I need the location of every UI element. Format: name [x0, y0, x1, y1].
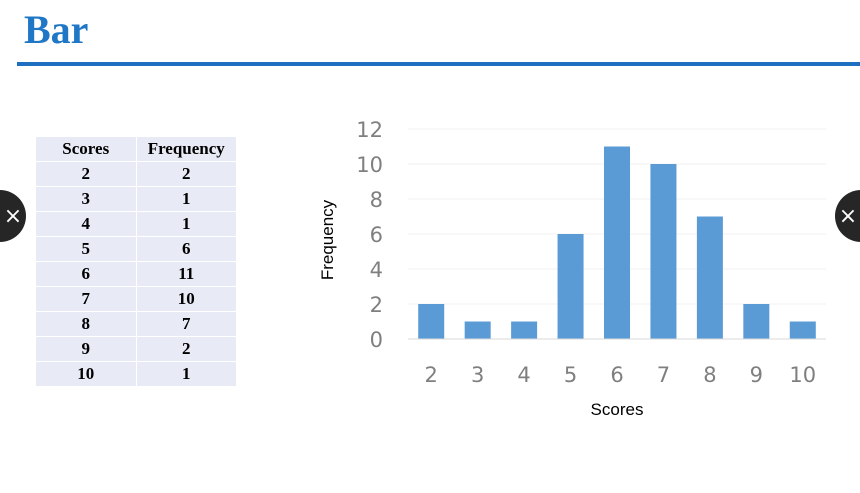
- y-tick-label: 4: [370, 258, 383, 282]
- score-cell: 4: [35, 211, 137, 237]
- bar: [650, 164, 677, 339]
- frequency-cell: 1: [135, 361, 237, 387]
- table-header-row: Scores Frequency: [35, 136, 237, 162]
- score-cell: 6: [35, 261, 137, 287]
- bar: [464, 321, 491, 339]
- x-tick-label: 10: [789, 363, 816, 387]
- score-cell: 3: [35, 186, 137, 212]
- bar: [789, 321, 816, 339]
- bar: [511, 321, 538, 339]
- frequency-cell: 6: [135, 236, 237, 262]
- bar: [418, 304, 445, 339]
- frequency-cell: 1: [135, 211, 237, 237]
- x-tick-label: 6: [610, 363, 623, 387]
- header-scores: Scores: [35, 136, 137, 162]
- x-tick-label: 8: [703, 363, 716, 387]
- score-cell: 10: [35, 361, 137, 387]
- frequency-cell: 1: [135, 186, 237, 212]
- x-tick-label: 2: [425, 363, 438, 387]
- frequency-cell: 11: [135, 261, 237, 287]
- y-tick-label: 8: [370, 188, 383, 212]
- score-cell: 9: [35, 336, 137, 362]
- frequency-table: Scores Frequency 2 2 3 1 4 1 5 6 6 11 7 10 8 7 9 2 10 1: [35, 136, 237, 387]
- header-frequency: Frequency: [135, 136, 237, 162]
- close-icon: ×: [3, 203, 23, 229]
- frequency-cell: 2: [135, 336, 237, 362]
- y-tick-label: 12: [356, 118, 383, 142]
- title-divider: [17, 62, 860, 66]
- bar: [603, 146, 631, 339]
- table-row: 6 11: [35, 261, 237, 287]
- x-tick-label: 9: [750, 363, 763, 387]
- frequency-cell: 2: [135, 161, 237, 187]
- x-axis-title: Scores: [591, 400, 644, 419]
- frequency-cell: 10: [135, 286, 237, 312]
- x-tick-label: 3: [471, 363, 484, 387]
- y-tick-label: 6: [370, 223, 383, 247]
- y-tick-label: 0: [370, 328, 383, 352]
- close-icon: ×: [838, 203, 858, 229]
- bar: [743, 304, 770, 339]
- y-axis-title: Frequency: [318, 199, 337, 280]
- y-tick-label: 2: [370, 293, 383, 317]
- score-cell: 2: [35, 161, 137, 187]
- slide-title: Bar: [24, 7, 89, 52]
- x-tick-label: 7: [657, 363, 670, 387]
- x-tick-label: 5: [564, 363, 577, 387]
- x-tick-label: 4: [517, 363, 530, 387]
- table-row: 10 1: [35, 361, 237, 387]
- frequency-cell: 7: [135, 311, 237, 337]
- bar: [557, 234, 584, 339]
- bar: [696, 216, 723, 339]
- y-tick-label: 10: [356, 153, 383, 177]
